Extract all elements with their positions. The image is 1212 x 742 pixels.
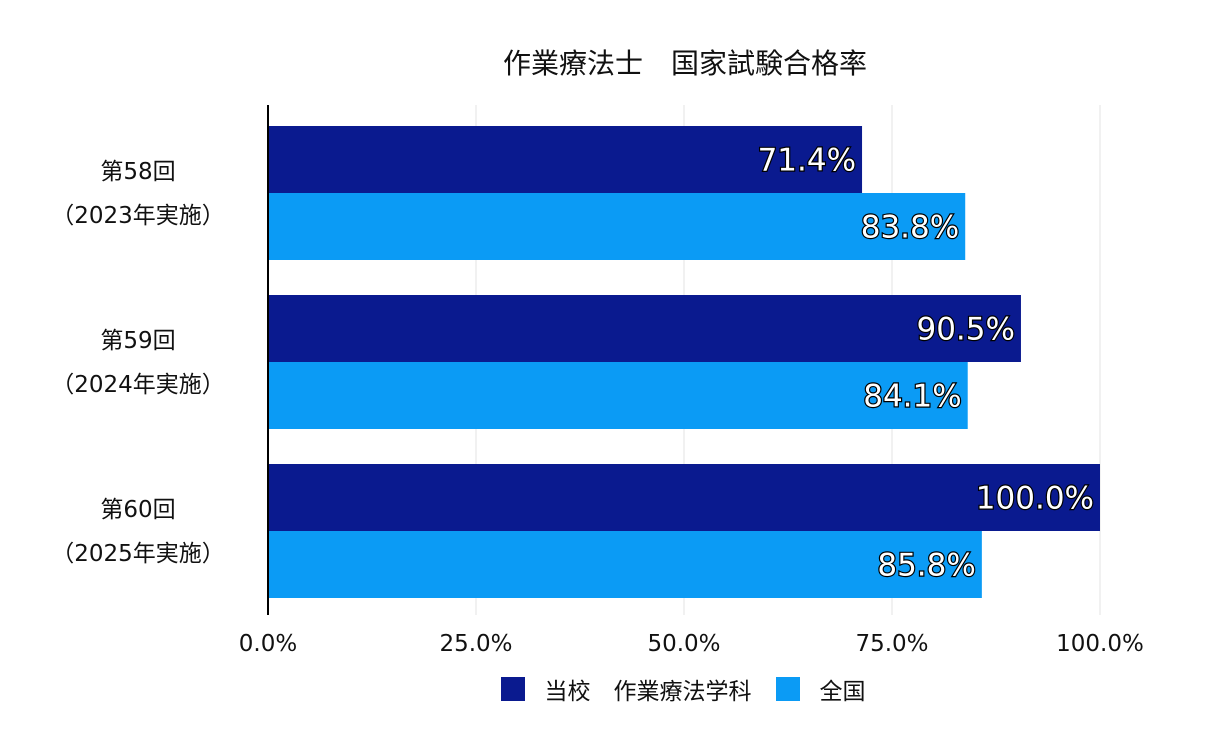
bar[interactable] xyxy=(268,362,968,429)
bar-value-label: 84.1% xyxy=(863,379,961,415)
chart-title: 作業療法士 国家試験合格率 xyxy=(502,47,867,80)
x-tick-label: 0.0% xyxy=(239,631,297,657)
y-tick-labels: 第58回 （2023年実施） 第59回 （2024年実施） 第60回 （2025年実施） xyxy=(51,159,225,567)
value-labels: 71.4%83.8% 90.5% 84.1% 100.0%85.8% xyxy=(756,141,1095,584)
bars xyxy=(268,126,1100,598)
bar[interactable] xyxy=(268,193,966,260)
bar[interactable] xyxy=(268,126,863,193)
y-tick-label: 第59回 xyxy=(100,328,175,354)
legend-item-national[interactable]: 全国 xyxy=(775,672,866,706)
bar-value-label: 90.5% xyxy=(916,312,1014,348)
x-tick-label: 25.0% xyxy=(439,631,512,657)
legend-item-school[interactable]: 当校 作業療法学科 xyxy=(500,672,752,706)
legend-swatch-national xyxy=(775,677,800,701)
bar-value-label: 71.4% xyxy=(758,143,856,179)
x-tick-label: 75.0% xyxy=(855,631,928,657)
y-tick-label: 第58回 xyxy=(100,159,175,185)
y-tick-label: 第60回 xyxy=(100,497,175,523)
y-tick-label: （2023年実施） xyxy=(51,203,225,229)
legend-label-national: 全国 xyxy=(819,679,866,705)
legend-swatch-school xyxy=(500,677,525,701)
legend: 当校 作業療法学科 全国 xyxy=(0,672,1212,706)
y-tick-label: （2025年実施） xyxy=(51,541,225,567)
legend-label-school: 当校 作業療法学科 xyxy=(544,679,752,705)
bar[interactable] xyxy=(268,464,1100,531)
x-tick-label: 50.0% xyxy=(647,631,720,657)
y-tick-label: （2024年実施） xyxy=(51,372,225,398)
bar-value-label: 100.0% xyxy=(976,481,1094,517)
x-tick-labels: 0.0% 25.0% 50.0% 75.0% 100.0% xyxy=(239,631,1144,657)
bar-value-label: 83.8% xyxy=(861,210,959,246)
bar[interactable] xyxy=(268,531,982,598)
bar-value-label: 85.8% xyxy=(877,548,975,584)
x-tick-label: 100.0% xyxy=(1056,631,1144,657)
bar[interactable] xyxy=(268,295,1021,362)
